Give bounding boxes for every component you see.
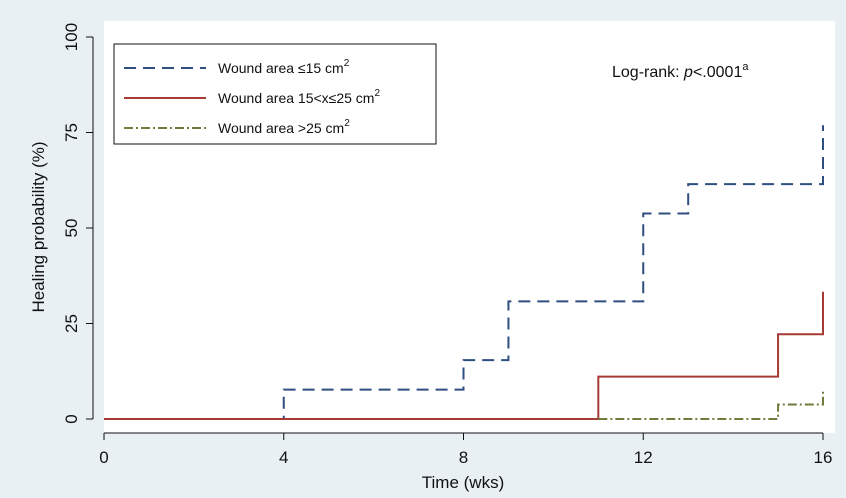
- legend-label-3: Wound area >25 cm2: [218, 118, 350, 136]
- y-tick-label: 0: [62, 414, 81, 423]
- x-tick-label: 12: [634, 448, 653, 467]
- series-line-3: [598, 389, 824, 420]
- legend: Wound area ≤15 cm2 Wound area 15<x≤25 cm2…: [113, 43, 437, 145]
- x-tick-label: 4: [279, 448, 288, 467]
- y-tick-label: 25: [62, 314, 81, 333]
- x-tick-label: 0: [99, 448, 108, 467]
- series-line-1: [104, 125, 824, 420]
- axis-ticks: 0 25 50 75 100 0 4 8 12 16: [62, 23, 832, 467]
- legend-label-2: Wound area 15<x≤25 cm2: [218, 88, 380, 106]
- y-axis-title: Healing probability (%): [29, 141, 48, 312]
- y-tick-label: 75: [62, 123, 81, 142]
- legend-box: [113, 43, 437, 145]
- legend-label-1: Wound area ≤15 cm2: [218, 58, 350, 76]
- log-rank-annotation: Log-rank: p<.0001a: [612, 61, 749, 81]
- y-tick-label: 50: [62, 219, 81, 238]
- series-group: [104, 125, 824, 420]
- x-axis-title: Time (wks): [422, 473, 504, 492]
- y-tick-label: 100: [62, 23, 81, 51]
- x-tick-label: 8: [459, 448, 468, 467]
- x-tick-label: 16: [814, 448, 833, 467]
